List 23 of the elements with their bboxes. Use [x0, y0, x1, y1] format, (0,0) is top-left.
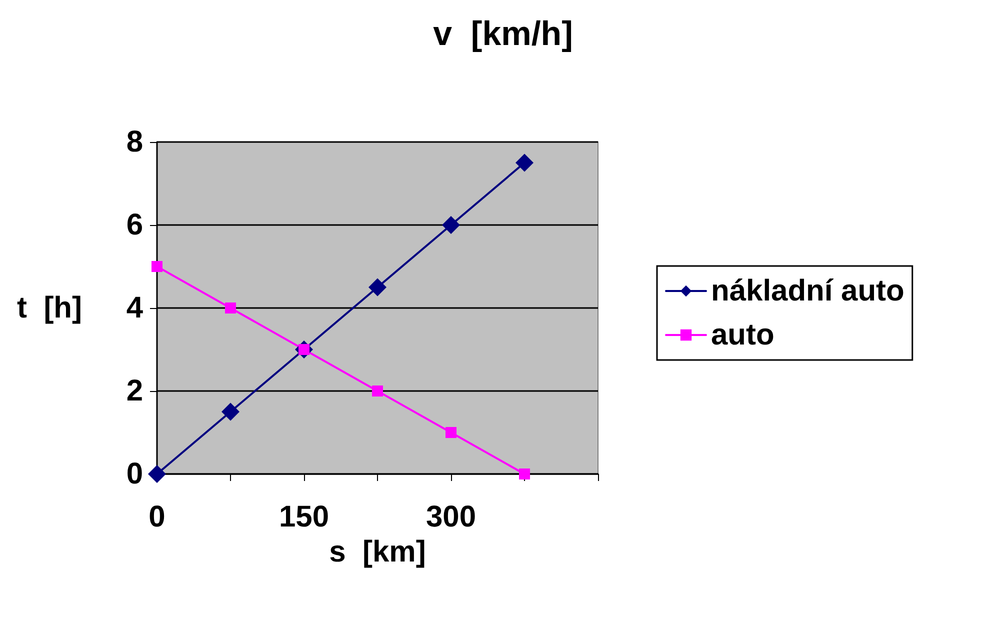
chart-title: v [km/h]	[433, 15, 573, 53]
point	[152, 261, 162, 272]
point	[519, 468, 530, 480]
x-tick-label: 300	[426, 500, 476, 534]
point	[148, 465, 166, 483]
y-tick-label: 4	[126, 292, 144, 324]
point	[368, 278, 386, 296]
y-tick-label: 6	[126, 208, 143, 242]
point	[225, 302, 236, 314]
point	[446, 427, 456, 438]
y-axis-title: t [h]	[17, 292, 82, 324]
x-axis-title: s [km]	[329, 535, 426, 568]
x-tick-label: 150	[278, 500, 330, 534]
y-tick-label: 8	[126, 126, 143, 158]
legend-label: nákladní auto	[711, 274, 904, 308]
y-tick-label: 0	[126, 458, 143, 490]
point	[222, 402, 240, 421]
point	[442, 216, 460, 234]
x-tick-label: 0	[148, 500, 166, 534]
y-tick-label: 2	[126, 374, 143, 408]
point	[516, 154, 534, 172]
point	[372, 386, 383, 396]
legend-label: auto	[711, 318, 774, 352]
